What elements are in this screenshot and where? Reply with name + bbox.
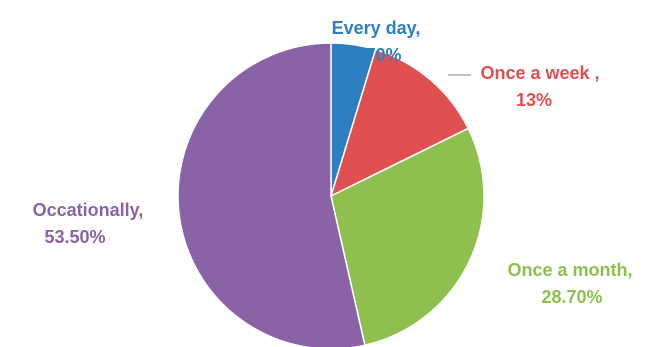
label-occationally-value: 53.50% xyxy=(44,227,105,247)
pie-slices xyxy=(178,43,484,347)
label-every-day-name: Every day, xyxy=(332,18,421,38)
label-occationally-name: Occationally, xyxy=(33,200,144,220)
label-once-a-month-value: 28.70% xyxy=(541,287,602,307)
label-once-a-week-name: Once a week , xyxy=(480,63,599,83)
label-every-day-value: 4.70% xyxy=(350,45,401,65)
label-once-a-month-name: Once a month, xyxy=(507,260,632,280)
label-once-a-week-value: 13% xyxy=(516,90,552,110)
